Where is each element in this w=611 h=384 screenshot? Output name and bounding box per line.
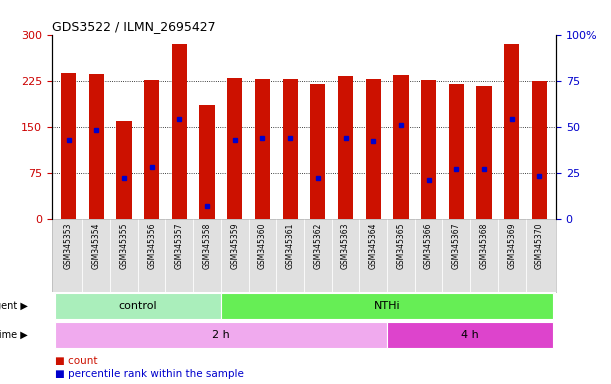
Text: GSM345353: GSM345353 xyxy=(64,223,73,269)
Text: GSM345358: GSM345358 xyxy=(202,223,211,269)
Text: GSM345360: GSM345360 xyxy=(258,223,267,269)
Text: GSM345367: GSM345367 xyxy=(452,223,461,269)
Bar xyxy=(199,105,214,219)
Text: 2 h: 2 h xyxy=(212,330,230,340)
Bar xyxy=(310,84,326,219)
Text: GSM345354: GSM345354 xyxy=(92,223,101,269)
Bar xyxy=(338,76,353,219)
Text: time ▶: time ▶ xyxy=(0,330,27,340)
Bar xyxy=(448,84,464,219)
Bar xyxy=(387,322,553,348)
Bar xyxy=(89,74,104,219)
Bar xyxy=(144,80,159,219)
Text: GSM345363: GSM345363 xyxy=(341,223,350,269)
Text: GDS3522 / ILMN_2695427: GDS3522 / ILMN_2695427 xyxy=(52,20,216,33)
Bar xyxy=(365,79,381,219)
Bar xyxy=(116,121,131,219)
Bar xyxy=(61,73,76,219)
Bar xyxy=(55,293,221,319)
Bar xyxy=(255,79,270,219)
Text: NTHi: NTHi xyxy=(374,301,400,311)
Bar xyxy=(227,78,243,219)
Text: GSM345355: GSM345355 xyxy=(119,223,128,269)
Bar xyxy=(221,293,553,319)
Text: GSM345370: GSM345370 xyxy=(535,223,544,269)
Bar xyxy=(282,79,298,219)
Text: GSM345357: GSM345357 xyxy=(175,223,184,269)
Text: GSM345356: GSM345356 xyxy=(147,223,156,269)
Text: GSM345362: GSM345362 xyxy=(313,223,323,269)
Bar xyxy=(504,45,519,219)
Bar xyxy=(55,322,387,348)
Text: control: control xyxy=(119,301,157,311)
Bar xyxy=(393,75,409,219)
Text: ■ count: ■ count xyxy=(55,356,98,366)
Text: 4 h: 4 h xyxy=(461,330,479,340)
Bar xyxy=(477,86,492,219)
Bar xyxy=(172,45,187,219)
Text: ■ percentile rank within the sample: ■ percentile rank within the sample xyxy=(55,369,244,379)
Text: GSM345369: GSM345369 xyxy=(507,223,516,269)
Text: agent ▶: agent ▶ xyxy=(0,301,27,311)
Text: GSM345365: GSM345365 xyxy=(397,223,406,269)
Text: GSM345359: GSM345359 xyxy=(230,223,240,269)
Bar xyxy=(532,81,547,219)
Text: GSM345364: GSM345364 xyxy=(368,223,378,269)
Text: GSM345368: GSM345368 xyxy=(480,223,489,269)
Text: GSM345366: GSM345366 xyxy=(424,223,433,269)
Text: GSM345361: GSM345361 xyxy=(285,223,295,269)
Bar xyxy=(421,80,436,219)
